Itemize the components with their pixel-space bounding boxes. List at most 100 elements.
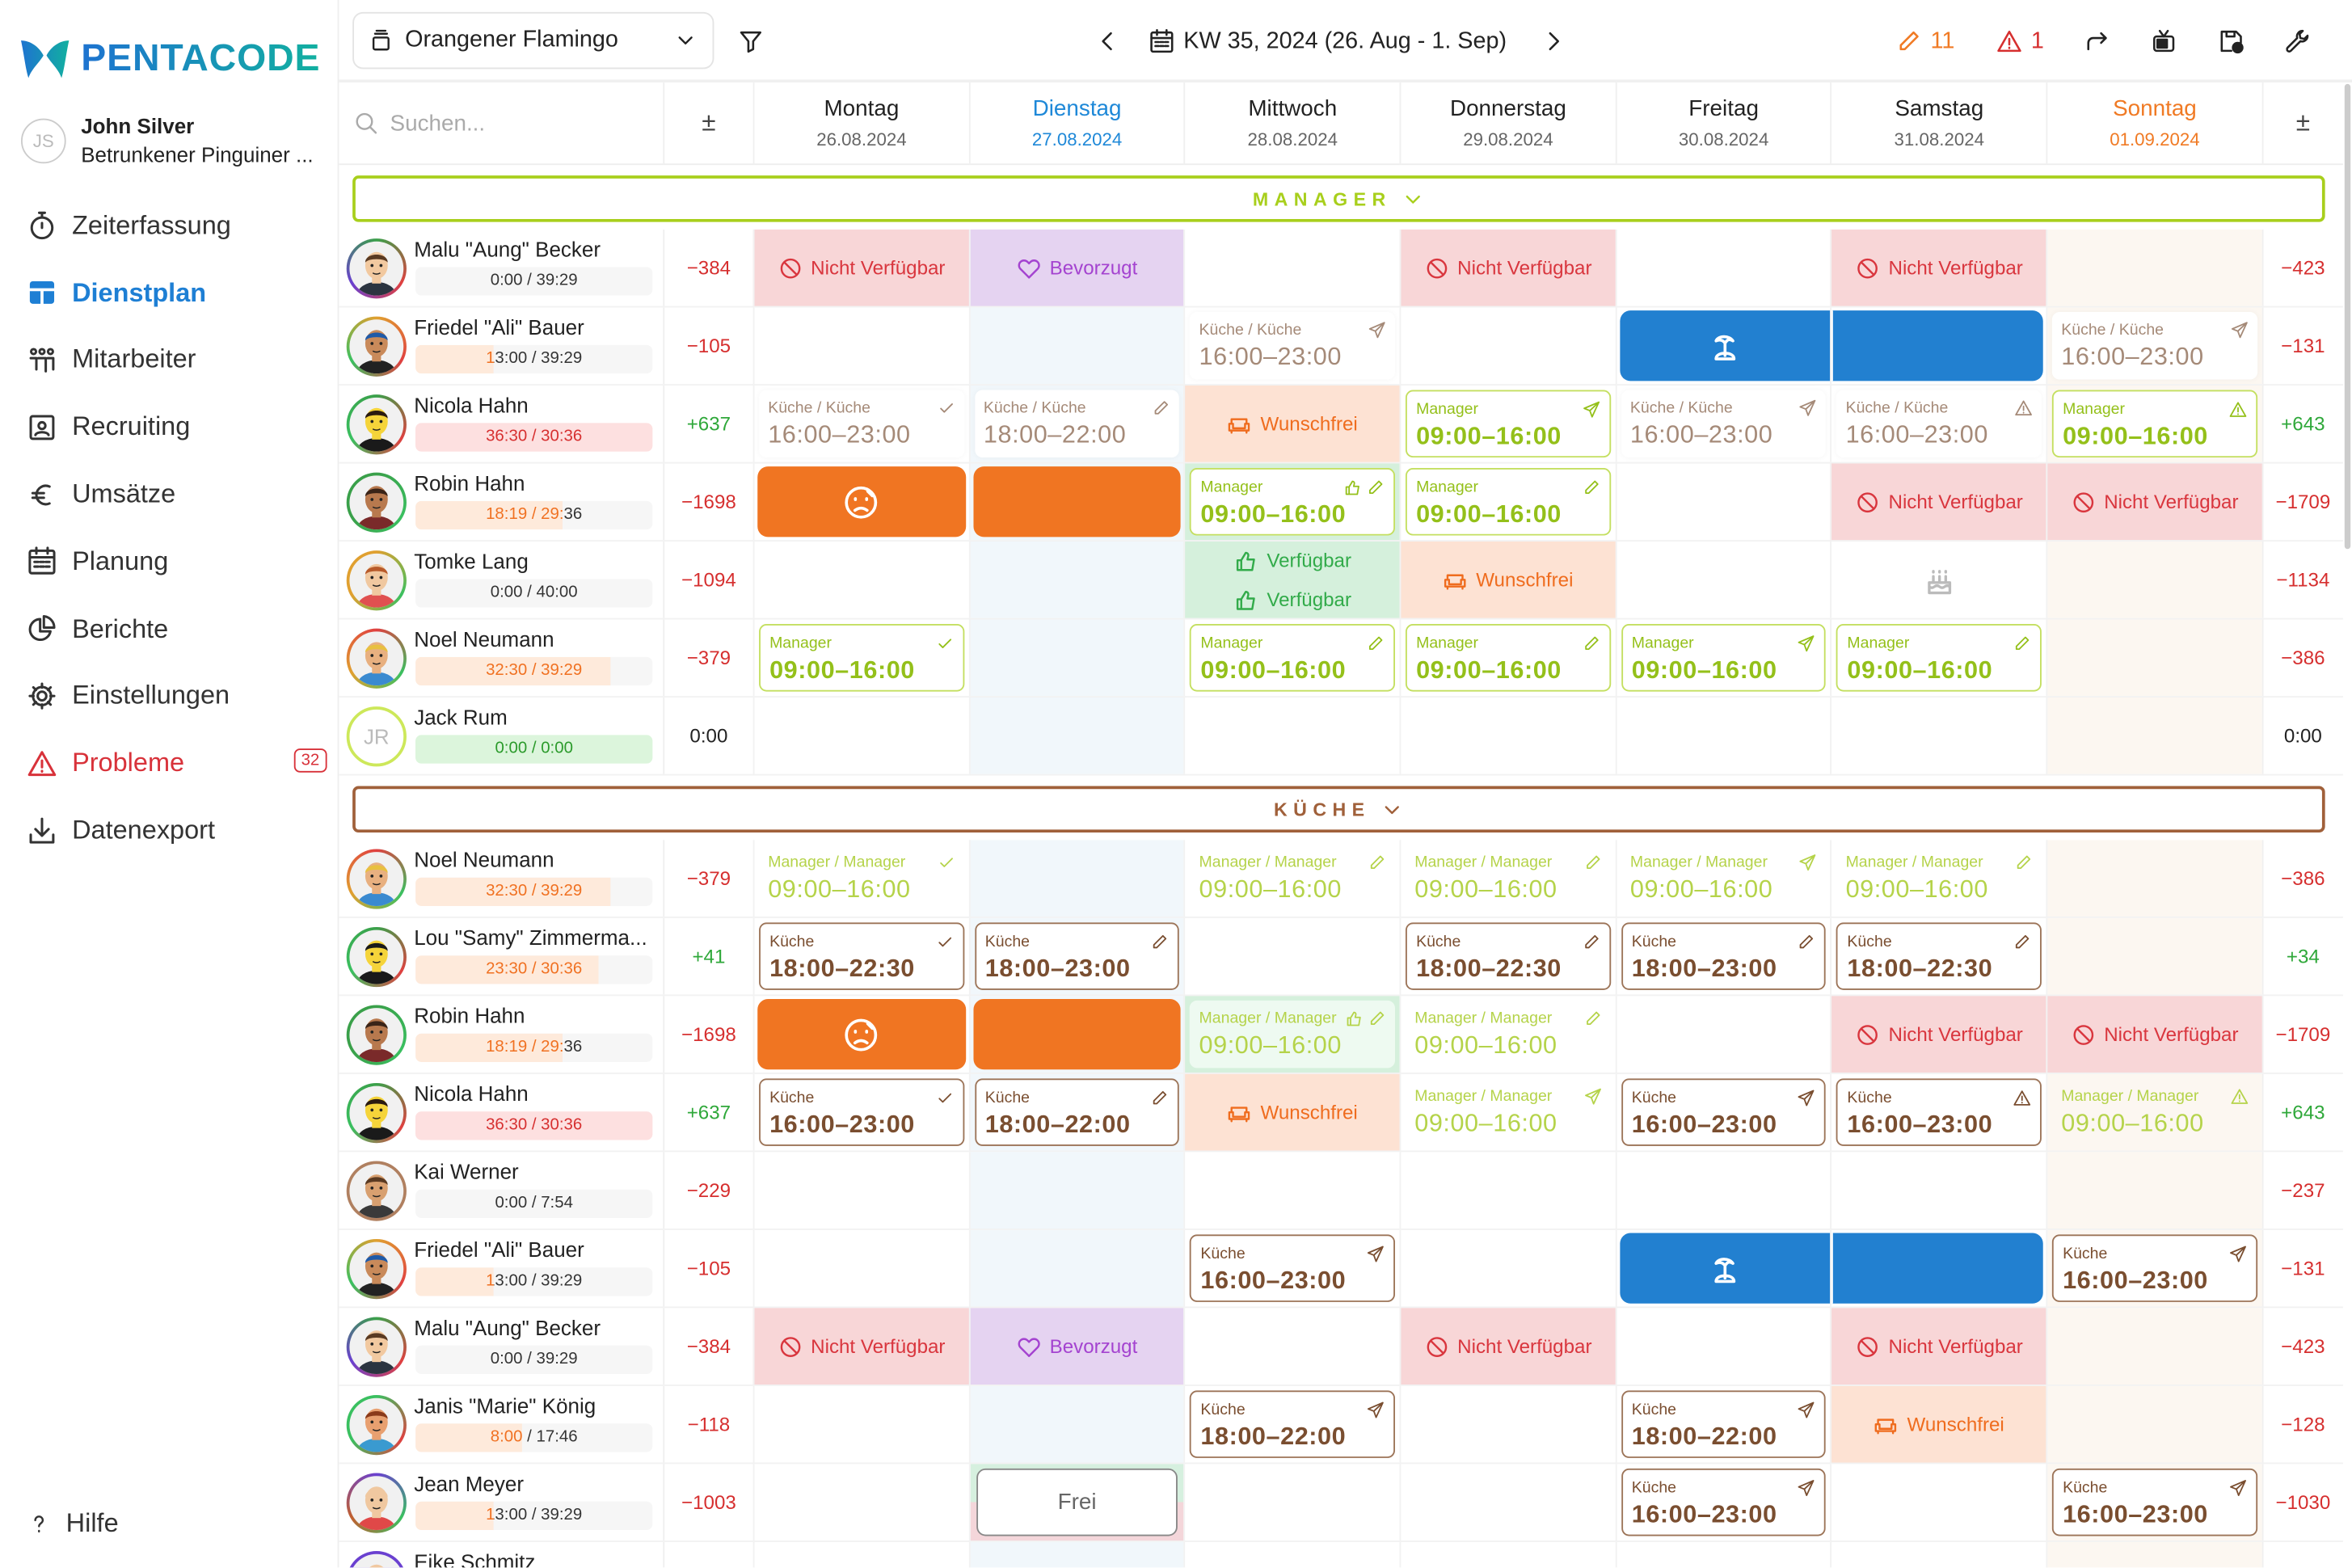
shift-card[interactable]: Küche 16:00–23:00 [1621,1468,1827,1536]
vacation-block[interactable] [1831,1233,2043,1304]
shift-card[interactable]: Küche 18:00–22:00 [974,1078,1180,1146]
shift-card[interactable]: Küche 16:00–23:00 [1190,1234,1396,1302]
shift-card[interactable]: Küche 18:00–22:00 [1621,1390,1827,1458]
empty-cell[interactable] [1184,1541,1400,1568]
unavailable-cell[interactable]: Nicht Verfügbar [1399,1308,1616,1385]
empty-cell[interactable] [1615,463,1831,541]
day-header-montag[interactable]: Montag 26.08.2024 [752,82,969,164]
shift-cell[interactable]: Küche 18:00–22:00 [1615,1385,1831,1463]
empty-cell[interactable] [1615,996,1831,1073]
shift-card[interactable]: Küche 18:00–22:30 [1836,922,2042,990]
shift-cell[interactable]: Küche / Küche 16:00–23:00 [1615,385,1831,462]
employee-info[interactable]: Janis "Marie" König 8:00 / 17:46 [339,1386,663,1463]
unavailable-cell[interactable]: Nicht Verfügbar [2046,996,2262,1073]
avatar[interactable] [346,628,407,689]
unavailable-cell[interactable]: Nicht Verfügbar [2046,463,2262,541]
sick-leave-cell[interactable] [968,463,1185,541]
empty-cell[interactable] [1399,697,1616,774]
settings-wrench-button[interactable] [2286,28,2312,54]
section-header-manager[interactable]: MANAGER [352,175,2325,222]
shift-cell[interactable]: Manager 09:00–16:00 [752,619,969,697]
employee-info[interactable]: Nicola Hahn 36:30 / 30:36 [339,1074,663,1151]
avatar[interactable] [346,1238,407,1300]
toggle-balance-left-button[interactable]: ± [663,82,752,164]
shift-card[interactable]: Küche 18:00–23:00 [974,922,1180,990]
shift-cell[interactable]: Manager / Manager 09:00–16:00 [1399,1073,1616,1151]
avatar[interactable] [346,1551,407,1568]
employee-info[interactable]: Lou "Samy" Zimmerma... 23:30 / 30:36 [339,918,663,995]
sick-leave-cell[interactable] [752,463,969,541]
birthday-cell[interactable] [1831,541,2046,618]
shift-card[interactable]: Küche / Küche 16:00–23:00 [1190,312,1396,380]
employee-info[interactable]: Friedel "Ali" Bauer 13:00 / 39:29 [339,1230,663,1307]
empty-cell[interactable] [1831,1541,2046,1568]
sick-leave-cell[interactable] [752,996,969,1073]
day-header-mittwoch[interactable]: Mittwoch 28.08.2024 [1184,82,1400,164]
preferred-cell[interactable]: Bevorzugt [968,1308,1185,1385]
avatar[interactable] [346,926,407,988]
day-header-sonntag[interactable]: Sonntag 01.09.2024 [2046,82,2262,164]
filter-button[interactable] [738,28,764,54]
vacation-block[interactable] [1619,310,1831,381]
shift-card[interactable]: Küche 16:00–23:00 [2052,1468,2257,1536]
employee-info[interactable]: Robin Hahn 18:19 / 29:36 [339,996,663,1073]
shift-card[interactable]: Manager / Manager 09:00–16:00 [1836,845,2042,913]
empty-cell[interactable] [968,307,1185,385]
shift-cell[interactable]: Küche 18:00–23:00 [968,917,1185,995]
empty-cell[interactable] [1831,1464,2046,1541]
shift-cell[interactable]: Küche 16:00–23:00 [1831,1073,2046,1151]
shift-cell[interactable]: Küche 16:00–23:00 [2046,1464,2262,1541]
shift-cell[interactable]: Manager 09:00–16:00 [1831,619,2046,697]
empty-cell[interactable] [1399,1152,1616,1229]
shift-card[interactable]: Küche 16:00–23:00 [1621,1078,1827,1146]
empty-cell[interactable] [2046,1385,2262,1463]
shift-cell[interactable]: Küche 16:00–23:00 [752,1073,969,1151]
search-input[interactable]: Suchen... [339,82,663,163]
shift-cell[interactable]: Manager / Manager 09:00–16:00 [752,840,969,917]
shift-cell[interactable]: Manager / Manager 09:00–16:00 [1399,840,1616,917]
shift-cell[interactable]: Küche 16:00–23:00 [1615,1464,1831,1541]
shift-cell[interactable]: Küche / Küche 16:00–23:00 [752,385,969,462]
empty-cell[interactable] [1615,1308,1831,1385]
employee-info[interactable]: Noel Neumann 32:30 / 39:29 [339,840,663,917]
logo[interactable]: PENTACODE [18,36,320,82]
employee-info[interactable]: JR Jack Rum 0:00 / 0:00 [339,698,663,774]
unavailable-cell[interactable]: Nicht Verfügbar [1831,996,2046,1073]
empty-cell[interactable] [2046,1308,2262,1385]
empty-cell[interactable] [752,1385,969,1463]
shift-card[interactable]: Küche / Küche 16:00–23:00 [1836,390,2042,458]
empty-cell[interactable] [1184,1152,1400,1229]
shift-cell[interactable]: Küche 18:00–22:30 [752,917,969,995]
employee-info[interactable]: Malu "Aung" Becker 0:00 / 39:29 [339,230,663,306]
free-button[interactable]: Frei [976,1468,1178,1536]
save-export-button[interactable] [2219,28,2245,54]
sick-leave-block[interactable] [972,999,1182,1070]
shift-cell[interactable]: Manager 09:00–16:00 [1399,463,1616,541]
empty-cell[interactable] [968,1385,1185,1463]
empty-cell[interactable] [1831,697,2046,774]
location-dropdown[interactable]: Orangener Flamingo [352,11,714,70]
sidebar-item-umsätze[interactable]: Umsätze [27,461,327,528]
user-profile[interactable]: JS John Silver Betrunkener Pinguiner ... [20,114,314,166]
avatar[interactable] [346,550,407,611]
employee-info[interactable]: Robin Hahn 18:19 / 29:36 [339,463,663,540]
empty-cell[interactable] [968,1541,1185,1568]
preferred-cell[interactable]: Bevorzugt [968,229,1185,306]
shift-card[interactable]: Küche 16:00–23:00 [759,1078,964,1146]
wish-free-cell[interactable]: Wunschfrei [1831,1385,2046,1463]
shift-cell[interactable]: Küche 18:00–22:30 [1831,917,2046,995]
shift-cell[interactable]: Manager / Manager 09:00–16:00 [1831,840,2046,917]
shift-cell[interactable]: Küche / Küche 16:00–23:00 [2046,307,2262,385]
shift-cell[interactable]: Küche 18:00–22:00 [1184,1385,1400,1463]
day-header-samstag[interactable]: Samstag 31.08.2024 [1831,82,2046,164]
shift-cell[interactable]: Manager / Manager 09:00–16:00 [1184,840,1400,917]
unavailable-cell[interactable]: Nicht Verfügbar [1399,229,1616,306]
sidebar-item-mitarbeiter[interactable]: Mitarbeiter [27,327,327,394]
empty-cell[interactable] [2046,840,2262,917]
wish-free-cell[interactable]: Wunschfrei [1184,1073,1400,1151]
shift-cell[interactable]: Manager / Manager 09:00–16:00 [1184,996,1400,1073]
empty-cell[interactable] [968,697,1185,774]
section-header-küche[interactable]: KÜCHE [352,786,2325,833]
sidebar-item-datenexport[interactable]: Datenexport [27,797,327,864]
shift-cell[interactable]: Manager 09:00–16:00 [1184,463,1400,541]
